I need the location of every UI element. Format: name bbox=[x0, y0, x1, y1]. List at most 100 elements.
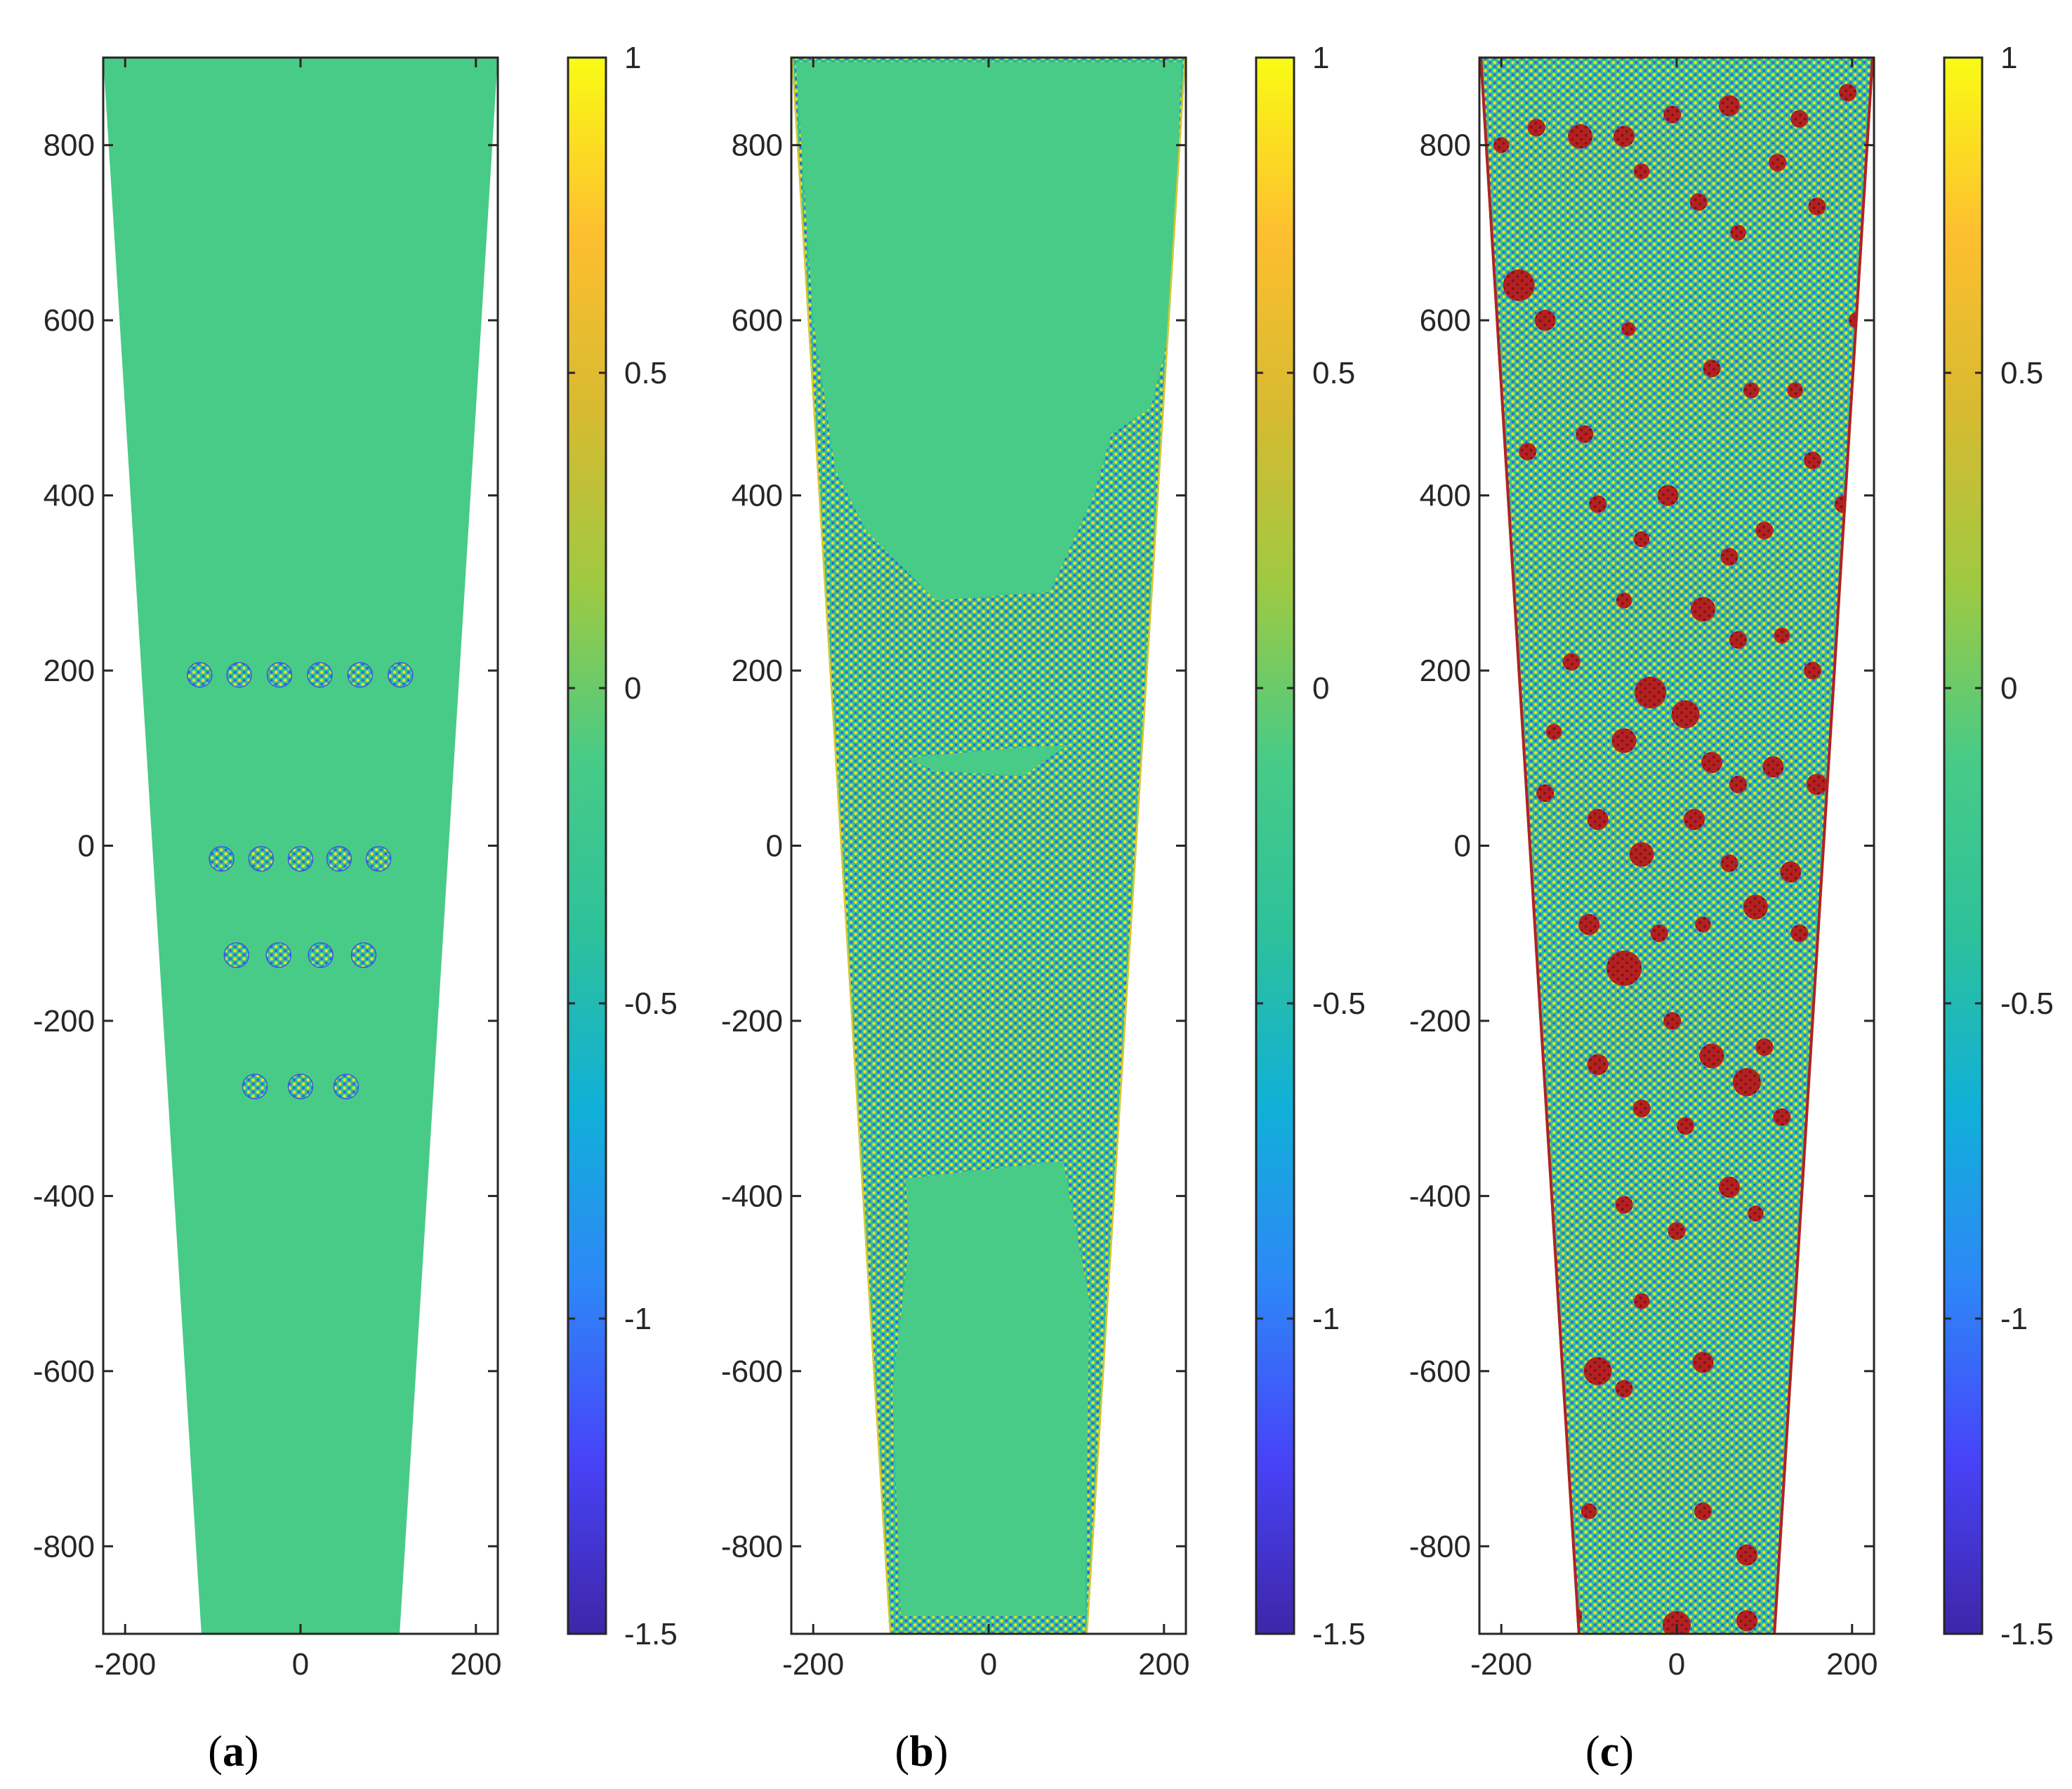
defect-cluster bbox=[1732, 1068, 1761, 1097]
defect-cluster bbox=[1804, 661, 1822, 680]
defect-cluster bbox=[1503, 269, 1535, 301]
colorbar-tick-label: 0.5 bbox=[1312, 356, 1355, 390]
colorbar-tick-label: -1 bbox=[624, 1302, 652, 1336]
seed-nucleus bbox=[347, 662, 374, 688]
panel-b: -800 -600 -400 -200 0 200 400 600 800 -200 0 200 -1.… bbox=[721, 41, 1366, 1776]
seed-nucleus bbox=[350, 942, 377, 968]
defect-cluster bbox=[1762, 756, 1784, 778]
defect-cluster bbox=[1718, 95, 1740, 117]
defect-cluster bbox=[1611, 728, 1637, 753]
y-tick-label: -400 bbox=[33, 1179, 95, 1213]
y-tick-label: 600 bbox=[44, 303, 95, 338]
x-tick-label: -200 bbox=[94, 1647, 156, 1682]
colorbar-tick-label: -0.5 bbox=[1312, 986, 1366, 1021]
y-tick-label: 0 bbox=[78, 829, 95, 864]
defect-cluster bbox=[1774, 627, 1790, 644]
y-tick-label: -800 bbox=[33, 1529, 95, 1564]
seed-nucleus bbox=[326, 845, 352, 872]
y-tick-label: 0 bbox=[766, 829, 783, 864]
seed-nucleus bbox=[333, 1074, 359, 1100]
y-tick-label: 800 bbox=[44, 128, 95, 163]
colorbar-tick-label: 0 bbox=[624, 671, 641, 706]
x-tick-label: 200 bbox=[1826, 1647, 1878, 1682]
defect-cluster bbox=[1780, 861, 1802, 883]
colorbar-tick-label: -1.5 bbox=[2000, 1617, 2054, 1651]
defect-cluster bbox=[1683, 809, 1705, 831]
domain-region bbox=[103, 58, 498, 1634]
colorbar-tick-label: 1 bbox=[624, 41, 641, 75]
x-tick-label: 200 bbox=[1138, 1647, 1189, 1682]
defect-cluster bbox=[1606, 951, 1642, 986]
colorbar-tick-label: 0.5 bbox=[2000, 356, 2043, 390]
defect-cluster bbox=[1633, 531, 1650, 548]
x-tick-label: 0 bbox=[980, 1647, 997, 1682]
y-tick-label: 600 bbox=[1420, 303, 1471, 338]
domain-region bbox=[1479, 58, 1874, 1634]
defect-cluster bbox=[1729, 775, 1747, 793]
defect-cluster bbox=[1534, 310, 1556, 331]
defect-cluster bbox=[1589, 495, 1607, 513]
y-tick-label: -600 bbox=[721, 1354, 783, 1389]
y-tick-label: 200 bbox=[44, 654, 95, 688]
seed-nucleus bbox=[365, 845, 392, 872]
defect-cluster bbox=[1730, 225, 1746, 241]
defect-cluster bbox=[1633, 163, 1650, 180]
panel-c: -800 -600 -400 -200 0 200 400 600 800 -200 0 200 -1.… bbox=[1409, 41, 2054, 1776]
y-tick-label: -800 bbox=[721, 1529, 783, 1564]
colorbar-tick-label: -1.5 bbox=[624, 1617, 678, 1651]
x-tick-label: 200 bbox=[450, 1647, 501, 1682]
defect-cluster bbox=[1769, 154, 1787, 172]
colorbar-tick-label: 0 bbox=[2000, 671, 2017, 706]
defect-cluster bbox=[1743, 382, 1760, 399]
seed-nucleus bbox=[248, 845, 275, 872]
y-tick-label: 0 bbox=[1454, 829, 1471, 864]
colorbar-tick-label: -1 bbox=[2000, 1302, 2028, 1336]
defect-cluster bbox=[1650, 924, 1668, 942]
colorbar-tick-label: 0 bbox=[1312, 671, 1329, 706]
defect-cluster bbox=[1699, 1043, 1724, 1069]
defect-cluster bbox=[1690, 597, 1715, 622]
y-tick-label: -200 bbox=[33, 1004, 95, 1038]
defect-cluster bbox=[1806, 774, 1828, 796]
defect-cluster bbox=[1581, 1503, 1597, 1519]
seed-nucleus bbox=[265, 942, 292, 968]
defect-cluster bbox=[1729, 631, 1747, 649]
defect-cluster bbox=[1545, 724, 1562, 740]
y-tick-label: -800 bbox=[1409, 1529, 1471, 1564]
defect-cluster bbox=[1528, 1302, 1545, 1318]
uniform-region bbox=[905, 745, 1068, 776]
y-tick-label: 400 bbox=[732, 479, 783, 513]
uniform-region bbox=[892, 1161, 1090, 1617]
y-tick-label: -200 bbox=[1409, 1004, 1471, 1038]
defect-cluster bbox=[1736, 1544, 1757, 1566]
defect-cluster bbox=[1694, 1502, 1712, 1520]
defect-cluster bbox=[1790, 924, 1809, 942]
defect-cluster bbox=[1720, 548, 1738, 566]
seed-group bbox=[187, 662, 414, 1100]
y-tick-label: 800 bbox=[1420, 128, 1471, 163]
defect-cluster bbox=[1804, 451, 1822, 470]
defect-cluster bbox=[1657, 484, 1679, 506]
colorbar-tick-label: -1.5 bbox=[1312, 1617, 1366, 1651]
x-tick-label: -200 bbox=[782, 1647, 844, 1682]
panel-label: (a) bbox=[208, 1728, 258, 1776]
defect-cluster bbox=[1720, 854, 1738, 872]
panel-a: -800 -600 -400 -200 0 200 400 600 800 -200 0 200 -1.… bbox=[33, 41, 678, 1776]
defect-cluster bbox=[1701, 752, 1722, 774]
defect-cluster bbox=[1568, 124, 1593, 149]
seed-nucleus bbox=[287, 1074, 314, 1100]
defect-cluster bbox=[1677, 1117, 1694, 1135]
colorbar-tick-label: -0.5 bbox=[624, 986, 678, 1021]
defect-cluster bbox=[1736, 1610, 1757, 1632]
defect-cluster bbox=[1689, 193, 1708, 211]
defect-cluster bbox=[1632, 1100, 1651, 1118]
defect-cluster bbox=[1755, 522, 1774, 539]
seed-nucleus bbox=[307, 662, 333, 688]
defect-cluster bbox=[1614, 126, 1635, 147]
defect-cluster bbox=[1527, 119, 1545, 137]
seed-nucleus bbox=[209, 845, 235, 872]
defect-cluster bbox=[1616, 593, 1632, 609]
defect-cluster bbox=[1635, 676, 1667, 708]
defect-cluster bbox=[1692, 1352, 1714, 1373]
defect-cluster bbox=[1621, 322, 1636, 336]
